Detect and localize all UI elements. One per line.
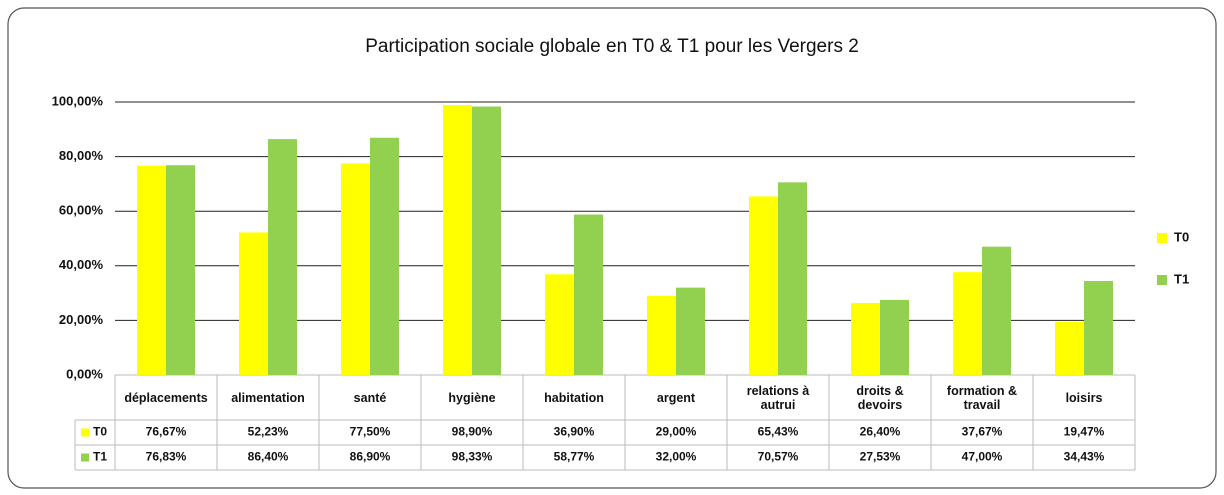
category-label: argent [656, 390, 696, 405]
y-tick-label: 100,00% [52, 93, 104, 108]
bar [137, 165, 166, 375]
bar [166, 165, 195, 375]
table-legend-label: T1 [93, 450, 107, 464]
bar [1084, 281, 1113, 375]
table-value: 52,23% [248, 425, 289, 439]
y-tick-label: 20,00% [59, 312, 104, 327]
bar [749, 196, 778, 375]
legend-key [1157, 275, 1167, 285]
bar [574, 214, 603, 375]
bar [472, 106, 501, 376]
category-label: loisirs [1065, 390, 1103, 405]
table-value: 76,67% [146, 425, 187, 439]
bar [268, 139, 297, 375]
legend-label: T0 [1174, 229, 1189, 244]
table-value: 98,90% [452, 425, 493, 439]
table-value: 77,50% [350, 425, 391, 439]
category-label: déplacements [124, 390, 208, 405]
table-legend-label: T0 [93, 425, 107, 439]
y-tick-label: 80,00% [59, 148, 104, 163]
y-tick-label: 0,00% [66, 366, 103, 381]
bar [778, 182, 807, 375]
table-value: 58,77% [554, 450, 595, 464]
bar [341, 163, 370, 375]
chart-title: Participation sociale globale en T0 & T1… [365, 36, 859, 57]
table-legend-key [81, 453, 89, 462]
y-tick-label: 40,00% [59, 257, 104, 272]
category-label: alimentation [231, 390, 305, 405]
bar [880, 299, 909, 375]
category-label: santé [353, 390, 387, 405]
table-value: 32,00% [656, 450, 697, 464]
category-label: droits & devoirs [856, 383, 904, 412]
table-value: 76,83% [146, 450, 187, 464]
table-value: 26,40% [860, 425, 901, 439]
table-value: 47,00% [962, 450, 1003, 464]
bar [239, 232, 268, 375]
table-value: 19,47% [1064, 425, 1105, 439]
bar [982, 246, 1011, 375]
category-label: hygiène [448, 390, 496, 405]
table-value: 36,90% [554, 425, 595, 439]
bar [676, 287, 705, 375]
chart-frame [7, 7, 1217, 489]
bar [370, 137, 399, 375]
bar [443, 105, 472, 376]
table-value: 29,00% [656, 425, 697, 439]
bar [545, 274, 574, 375]
y-tick-label: 60,00% [59, 203, 104, 218]
bar [851, 302, 880, 375]
table-value: 34,43% [1064, 450, 1105, 464]
category-label: habitation [544, 390, 604, 405]
category-label: relations à autrui [746, 383, 810, 412]
table-value: 65,43% [758, 425, 799, 439]
table-value: 86,40% [248, 450, 289, 464]
table-value: 98,33% [452, 450, 493, 464]
legend-label: T1 [1174, 271, 1189, 286]
bar [1055, 321, 1084, 375]
legend-key [1157, 233, 1167, 243]
table-value: 37,67% [962, 425, 1003, 439]
bar [953, 272, 982, 375]
category-label: formation & travail [946, 383, 1018, 412]
table-value: 86,90% [350, 450, 391, 464]
table-legend-key [81, 428, 89, 437]
table-value: 27,53% [860, 450, 901, 464]
bar [647, 295, 676, 375]
table-value: 70,57% [758, 450, 799, 464]
